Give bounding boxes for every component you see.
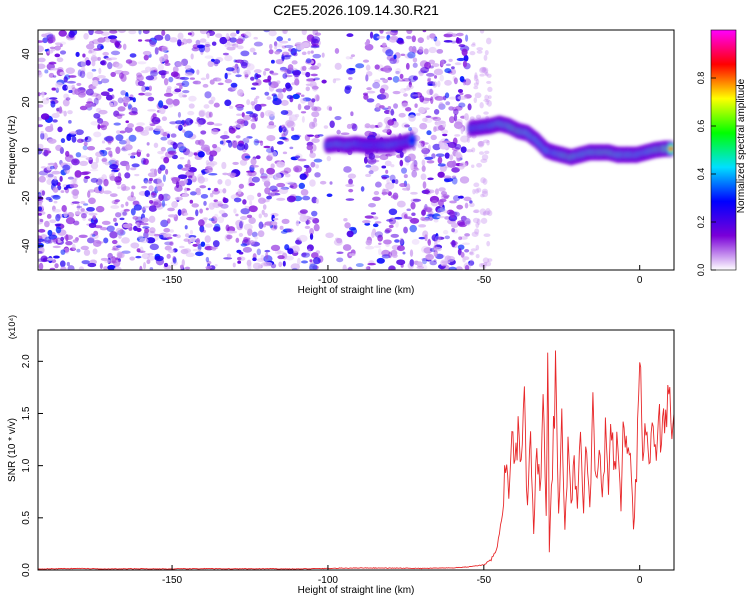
heatmap-x-axis: -150 -100 -50 0 [162,265,643,286]
snr-x-axis: -150 -100 -50 0 [162,565,643,586]
snr-y-axis: 0.0 0.5 1.0 1.5 2.0 [21,354,43,577]
snr-y-scale-label: (x10⁴) [7,315,17,339]
x-tick-label: -50 [477,275,492,286]
x-tick-label: -50 [477,575,492,586]
colorbar-label: Normalized spectral amplitude [736,78,747,213]
snr-plot-area [38,330,674,570]
colorbar-tick-label: 0.4 [696,168,706,181]
y-tick-label: 0.5 [21,510,32,524]
colorbar-tick-label: 0.6 [696,120,706,133]
x-tick-label: -150 [162,575,182,586]
y-tick-label: 0.0 [21,563,32,577]
y-tick-label: 0 [21,147,32,153]
y-tick-label: 20 [21,96,32,108]
heatmap-y-axis: -40 -20 0 20 40 [21,48,43,253]
colorbar-tick-label: 0.0 [696,264,706,277]
snr-frame [37,329,675,571]
snr-series-line [38,350,674,570]
x-tick-label: -150 [162,275,182,286]
y-tick-label: 1.0 [21,458,32,472]
colorbar: 0.0 0.2 0.4 0.6 0.8 Normalized spectral ampl… [696,29,747,277]
colorbar-tick-label: 0.2 [696,216,706,229]
x-tick-label: 0 [637,275,643,286]
heatmap-y-axis-label: Frequency (Hz) [7,116,18,185]
heatmap-noise-layer [38,30,493,270]
y-tick-label: 40 [21,48,32,60]
colorbar-ticks: 0.0 0.2 0.4 0.6 0.8 [696,72,716,277]
x-tick-label: 0 [637,575,643,586]
heatmap-ridge-layer [323,115,674,166]
figure-title: C2E5.2026.109.14.30.R21 [273,2,439,18]
snr-x-axis-label: Height of straight line (km) [298,585,415,596]
y-tick-label: 1.5 [21,406,32,420]
y-tick-label: 2.0 [21,354,32,368]
x-tick-label: -100 [318,575,338,586]
y-tick-label: -20 [21,190,32,205]
y-tick-label: -40 [21,238,32,253]
snr-y-axis-label: SNR (10 * v/v) [7,418,18,482]
colorbar-tick-label: 0.8 [696,72,706,85]
colorbar-gradient [710,29,737,271]
x-tick-label: -100 [318,275,338,286]
snr-panel: -150 -100 -50 0 0.0 0.5 1.0 1.5 2.0 Height of s… [7,315,675,596]
heatmap-x-axis-label: Height of straight line (km) [298,285,415,296]
heatmap-panel: -150 -100 -50 0 -40 -20 0 20 40 Height of strai… [7,29,675,296]
